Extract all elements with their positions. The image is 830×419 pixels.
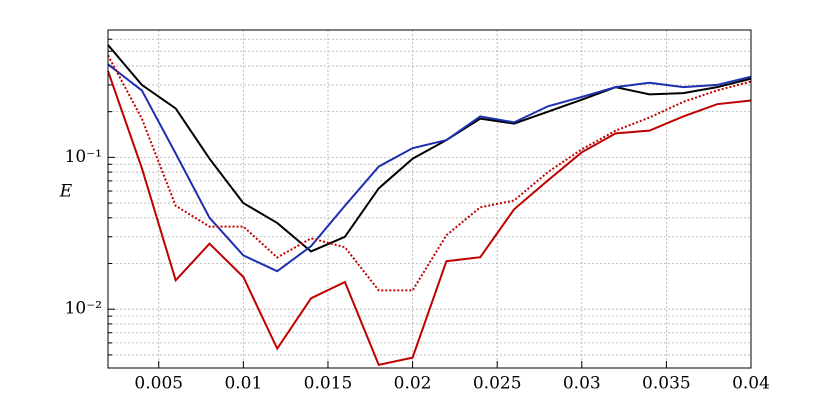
x-tick-label: 0.005 — [134, 374, 183, 394]
x-tick-label: 0.035 — [642, 374, 691, 394]
x-tick-label: 0.01 — [224, 374, 262, 394]
y-tick-label: 10⁻¹ — [65, 147, 102, 167]
x-tick-label: 0.015 — [304, 374, 353, 394]
line — [107, 54, 752, 292]
plot-frame — [107, 29, 752, 369]
line — [107, 63, 752, 273]
line — [107, 44, 752, 253]
y-tick-label: 10⁻² — [65, 299, 102, 319]
y-axis-label: E — [59, 182, 73, 202]
x-tick-label: 0.025 — [473, 374, 522, 394]
x-tick-label: 0.02 — [394, 374, 432, 394]
x-tick-label: 0.04 — [732, 374, 770, 394]
line — [107, 70, 752, 367]
x-tick-label: 0.03 — [563, 374, 601, 394]
